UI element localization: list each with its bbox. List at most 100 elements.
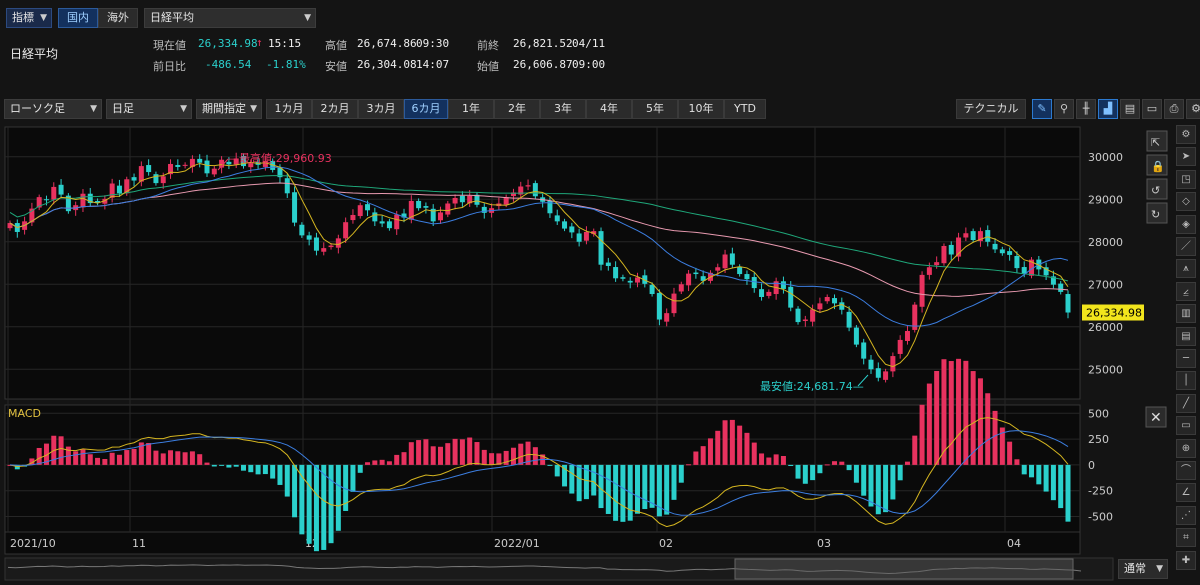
- period-mode-label: 期間指定: [202, 102, 246, 115]
- macd-histogram-bar: [591, 464, 597, 496]
- macd-histogram-bar: [292, 464, 298, 518]
- symbol-select-label: 日経平均: [150, 11, 194, 24]
- candle-body: [1014, 255, 1020, 269]
- period-button-9[interactable]: 10年: [678, 99, 724, 119]
- macd-histogram-bar: [999, 427, 1005, 465]
- pencil-icon[interactable]: ✎: [1032, 99, 1052, 119]
- navigator-window[interactable]: [734, 558, 1074, 580]
- chart-tool-button-2[interactable]: [1146, 178, 1168, 200]
- candle-body: [459, 195, 465, 203]
- drawing-tool-16-icon[interactable]: ∠: [1176, 483, 1196, 503]
- tab-overseas[interactable]: 海外: [98, 8, 138, 28]
- open-value: 26,606.87: [513, 58, 573, 71]
- drawing-tool-11-icon[interactable]: │: [1176, 371, 1196, 391]
- drawing-tool-6-icon[interactable]: ⩚: [1176, 259, 1196, 279]
- open-label: 始値: [477, 60, 499, 73]
- period-button-4[interactable]: 1年: [448, 99, 494, 119]
- macd-histogram-bar: [919, 404, 925, 465]
- macd-histogram-bar: [437, 446, 443, 465]
- drawing-tool-0-icon[interactable]: ⚙: [1176, 125, 1196, 144]
- macd-histogram-bar: [379, 459, 385, 465]
- macd-histogram-bar: [985, 393, 991, 465]
- macd-histogram-bar: [686, 464, 692, 466]
- period-button-2[interactable]: 3カ月: [358, 99, 404, 119]
- tab-domestic[interactable]: 国内: [58, 8, 98, 28]
- area-icon[interactable]: ▟: [1098, 99, 1118, 119]
- interval-select[interactable]: 日足 ▼: [106, 99, 192, 119]
- bar-icon[interactable]: ╫: [1076, 99, 1096, 119]
- chart-tool-button-1[interactable]: [1146, 154, 1168, 176]
- drawing-tool-10-icon[interactable]: ─: [1176, 349, 1196, 368]
- period-button-0[interactable]: 1カ月: [266, 99, 312, 119]
- macd-histogram-bar: [240, 464, 246, 471]
- drawing-tool-4-icon[interactable]: ◈: [1176, 214, 1196, 234]
- period-button-3[interactable]: 6カ月: [404, 99, 448, 119]
- drawing-tool-3-icon[interactable]: ◇: [1176, 192, 1196, 212]
- close-macd-button[interactable]: [1145, 406, 1167, 428]
- candle-body: [780, 281, 786, 289]
- macd-histogram-bar: [970, 371, 976, 465]
- period-button-10[interactable]: YTD: [724, 99, 766, 119]
- macd-histogram-bar: [496, 453, 502, 465]
- candle-body: [1021, 267, 1027, 274]
- candle-body: [766, 291, 772, 296]
- period-button-7[interactable]: 4年: [586, 99, 632, 119]
- zoom-icon[interactable]: ⚲: [1054, 99, 1074, 119]
- period-button-5[interactable]: 2年: [494, 99, 540, 119]
- drawing-tool-1-icon[interactable]: ➤: [1176, 147, 1196, 167]
- drawing-tool-19-icon[interactable]: ✚: [1176, 550, 1196, 570]
- chart-tool-button-3[interactable]: [1146, 202, 1168, 224]
- folder-icon[interactable]: ▭: [1142, 99, 1162, 119]
- period-mode-select[interactable]: 期間指定 ▼: [196, 99, 262, 119]
- drawing-tool-13-icon[interactable]: ▭: [1176, 416, 1196, 436]
- period-button-8[interactable]: 5年: [632, 99, 678, 119]
- macd-tick-label: -500: [1088, 511, 1113, 524]
- signal-line: [9, 430, 1069, 516]
- chevron-down-icon: ▼: [90, 104, 97, 114]
- drawing-tool-2-icon[interactable]: ◳: [1176, 169, 1196, 189]
- drawing-tool-5-icon[interactable]: ／: [1176, 237, 1196, 256]
- candle-body: [1043, 267, 1049, 276]
- candle-body: [1007, 251, 1013, 255]
- settings-icon[interactable]: ⚙: [1186, 99, 1200, 119]
- drawing-tool-17-icon[interactable]: ⋰: [1176, 505, 1196, 525]
- macd-histogram-bar: [635, 464, 641, 514]
- drawing-tool-7-icon[interactable]: ⦤: [1176, 281, 1196, 301]
- date-axis-pane: [4, 531, 1081, 555]
- drawing-tool-8-icon[interactable]: ▥: [1176, 304, 1196, 324]
- macd-histogram-bar: [569, 464, 575, 494]
- chart-type-select[interactable]: ローソク足 ▼: [4, 99, 102, 119]
- chevron-down-icon: ▼: [250, 104, 257, 114]
- candle-body: [883, 371, 889, 380]
- macd-histogram-bar: [109, 452, 115, 465]
- candle-body: [467, 195, 473, 204]
- period-button-6[interactable]: 3年: [540, 99, 586, 119]
- chart-tool-button-0[interactable]: [1146, 130, 1168, 152]
- print-icon[interactable]: ⎙: [1164, 99, 1184, 119]
- technical-button[interactable]: テクニカル: [956, 99, 1026, 119]
- drawing-tool-15-icon[interactable]: ⌒: [1176, 461, 1196, 480]
- candle-body: [350, 214, 356, 221]
- price-chart[interactable]: 250002600027000280002900030000-500-25002…: [0, 122, 1200, 585]
- macd-histogram-bar: [80, 449, 86, 465]
- macd-histogram-bar: [43, 443, 49, 465]
- prev-value: 26,821.52: [513, 37, 573, 50]
- macd-histogram-bar: [729, 419, 735, 465]
- candle-body: [474, 194, 480, 205]
- macd-histogram-bar: [839, 461, 845, 465]
- index-type-select[interactable]: 指標 ▼: [6, 8, 52, 28]
- drawing-tool-12-icon[interactable]: ╱: [1176, 393, 1196, 413]
- scale-select[interactable]: 通常 ▼: [1118, 559, 1168, 579]
- chevron-down-icon: ▼: [40, 13, 47, 23]
- macd-histogram-bar: [707, 438, 713, 465]
- macd-histogram-bar: [926, 383, 932, 465]
- drawing-tool-18-icon[interactable]: ⌗: [1176, 528, 1196, 548]
- macd-histogram-bar: [912, 435, 918, 465]
- drawing-tool-9-icon[interactable]: ▤: [1176, 326, 1196, 346]
- drawing-tool-14-icon[interactable]: ⊕: [1176, 438, 1196, 458]
- macd-histogram-bar: [73, 451, 79, 465]
- save-icon[interactable]: ▤: [1120, 99, 1140, 119]
- symbol-select[interactable]: 日経平均 ▼: [144, 8, 316, 28]
- period-button-1[interactable]: 2カ月: [312, 99, 358, 119]
- candle-body: [51, 186, 57, 200]
